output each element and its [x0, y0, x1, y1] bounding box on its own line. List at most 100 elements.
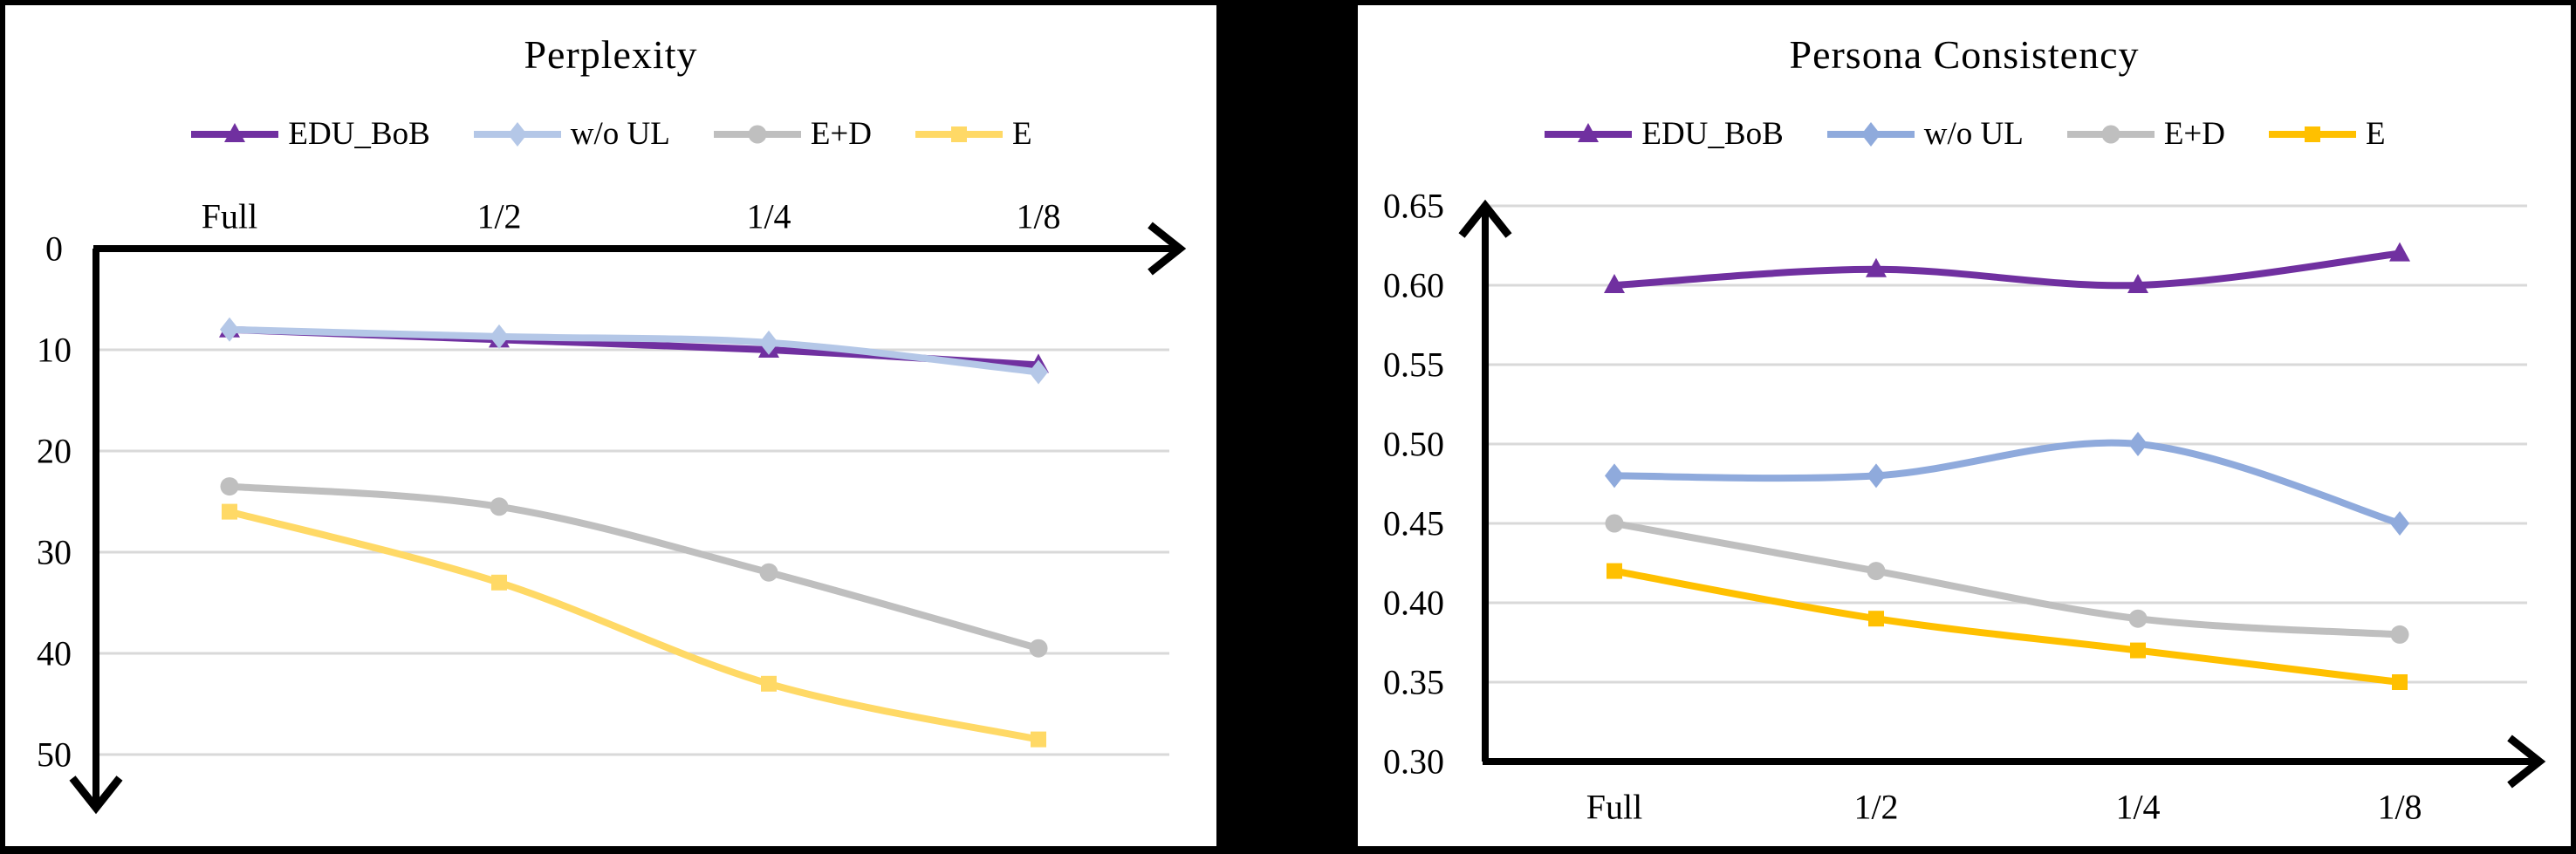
chart-legend: EDU_BoB w/o UL E+D E [1358, 115, 2571, 153]
triangle-marker [2127, 274, 2148, 293]
series-line-w-o-ul [226, 325, 1042, 376]
y-tick-label: 40 [37, 634, 72, 673]
legend-item-w-o-ul: w/o UL [1826, 115, 2024, 153]
y-tick-label: 0.60 [1383, 266, 1444, 305]
circle-marker [1029, 639, 1048, 658]
diamond-marker [1860, 121, 1881, 147]
series-line-e-d [226, 482, 1042, 652]
square-marker [491, 574, 507, 591]
triangle-marker [224, 122, 246, 142]
gridlines [96, 348, 1169, 756]
chart-title: Persona Consistency [1789, 32, 2140, 77]
series-w-o-ul [220, 317, 1048, 385]
legend-label: E+D [2163, 116, 2226, 152]
series-line-e [226, 508, 1042, 743]
y-tick-label: 30 [37, 533, 72, 572]
series-line-edu-bob [1611, 249, 2403, 290]
square-marker [951, 126, 968, 142]
series-line-e-d [1611, 520, 2403, 639]
square-marker [2392, 674, 2408, 690]
legend-swatch [1545, 122, 1633, 142]
legend-item-e: E [2267, 115, 2386, 153]
series-e [222, 503, 1046, 748]
x-category-label: Full [1586, 788, 1642, 827]
legend-swatch [713, 125, 801, 143]
chart-title: Perplexity [524, 32, 698, 77]
x-category-label: 1/8 [2377, 788, 2422, 827]
diamond-marker [2128, 432, 2148, 456]
series-w-o-ul [1605, 432, 2409, 536]
x-category-label: 1/4 [746, 197, 791, 236]
circle-marker [2101, 125, 2120, 143]
legend-item-e-d: E+D [712, 115, 872, 153]
legend-label: EDU_BoB [1641, 116, 1784, 152]
square-marker [1868, 611, 1884, 627]
diamond-marker [759, 330, 778, 355]
square-marker [1607, 563, 1622, 579]
diamond-marker [490, 324, 509, 349]
diamond-marker [220, 317, 239, 342]
x-axis-category-labels: Full 1/2 1/4 1/8 [202, 197, 1061, 236]
legend-swatch [915, 126, 1004, 142]
perplexity-chart-panel: Perplexity EDU_BoB w/o UL E+D E 0 10 20 30 40 50… [5, 5, 1216, 846]
y-tick-label: 0.40 [1383, 584, 1444, 623]
circle-marker [2128, 609, 2148, 628]
legend-label: w/o UL [1923, 116, 2024, 152]
series-edu-bob [1604, 242, 2410, 293]
axes [69, 222, 1187, 815]
x-axis-arrow-icon [2507, 734, 2546, 789]
legend-item-w-o-ul: w/o UL [472, 115, 670, 153]
y-tick-label: 0.50 [1383, 425, 1444, 464]
x-category-label: 1/2 [1853, 788, 1898, 827]
diamond-marker [507, 121, 527, 147]
persona-consistency-plot: 0.30 0.35 0.40 0.45 0.50 0.55 0.60 0.65 Full 1/2 1… [1383, 187, 2546, 827]
x-category-label: Full [202, 197, 257, 236]
x-category-label: 1/2 [476, 197, 521, 236]
legend-swatch [473, 121, 561, 147]
circle-marker [748, 125, 767, 143]
x-category-label: 1/8 [1016, 197, 1060, 236]
series-line-e [1611, 567, 2403, 686]
x-axis-arrow-icon [1148, 222, 1187, 276]
y-tick-label: 20 [37, 432, 72, 471]
legend-label: E [2366, 116, 2386, 152]
circle-marker [490, 497, 509, 516]
circle-marker [2390, 625, 2409, 644]
legend-swatch [2066, 125, 2155, 143]
legend-label: EDU_BoB [288, 116, 430, 152]
square-marker [222, 503, 237, 520]
y-tick-label: 0.45 [1383, 504, 1444, 543]
series-line-w-o-ul [1611, 439, 2403, 527]
diamond-marker [2390, 511, 2409, 536]
legend-label: E+D [810, 116, 873, 152]
triangle-marker [1866, 257, 1887, 277]
square-marker [2305, 126, 2321, 142]
circle-marker [759, 563, 778, 582]
legend-swatch [191, 122, 279, 142]
legend-label: w/o UL [570, 116, 670, 152]
diamond-marker [1029, 359, 1048, 385]
series-e [1607, 563, 2408, 690]
square-marker [2130, 642, 2146, 659]
y-axis-arrow-icon [1458, 199, 1512, 238]
legend-swatch [1826, 121, 1915, 147]
series-edu-bob [219, 318, 1049, 373]
triangle-marker [1604, 274, 1625, 293]
series-e-d [220, 477, 1048, 658]
x-axis-category-labels: Full 1/2 1/4 1/8 [1586, 788, 2422, 827]
series-e-d [1605, 514, 2409, 644]
y-tick-label: 0.35 [1383, 663, 1444, 702]
axes [1458, 199, 2546, 789]
square-marker [761, 675, 777, 692]
chart-legend: EDU_BoB w/o UL E+D E [5, 115, 1216, 153]
y-axis-tick-labels: 0.30 0.35 0.40 0.45 0.50 0.55 0.60 0.65 [1383, 187, 1444, 782]
legend-label: E [1012, 116, 1032, 152]
y-tick-label: 0.30 [1383, 742, 1444, 782]
circle-marker [220, 477, 239, 496]
legend-item-e-d: E+D [2066, 115, 2225, 153]
square-marker [1031, 731, 1046, 748]
legend-item-edu-bob: EDU_BoB [189, 115, 430, 153]
y-tick-label: 0 [45, 229, 63, 269]
y-tick-label: 0.55 [1383, 345, 1444, 385]
